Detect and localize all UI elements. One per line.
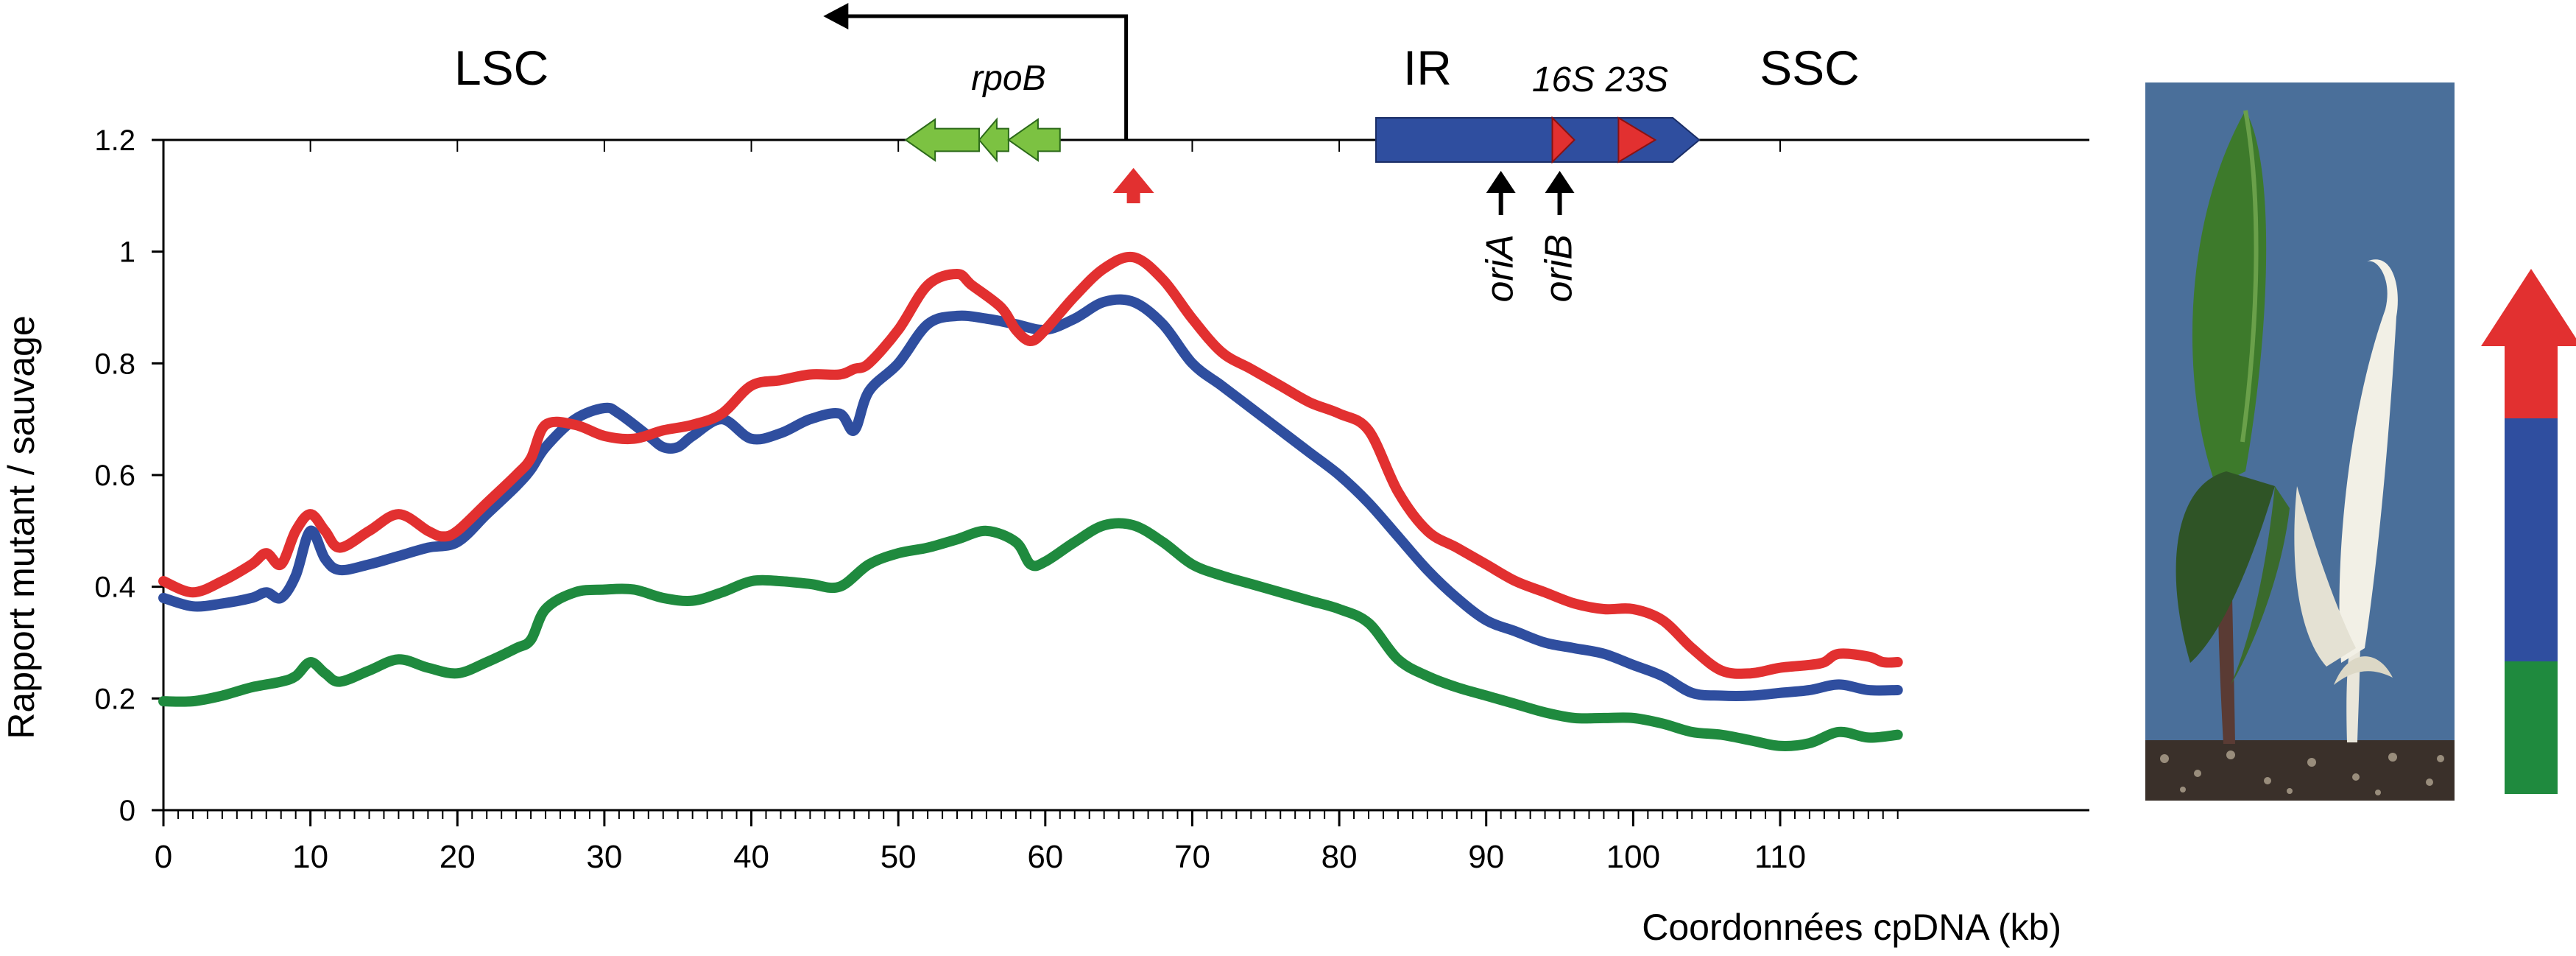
x-tick-label: 20 xyxy=(440,839,476,875)
rpob-gene-arrow xyxy=(978,117,1009,163)
promoter-arrow-line xyxy=(839,14,1129,140)
orib-arrow-head xyxy=(1545,171,1575,193)
region-label-ssc: SSC xyxy=(1760,41,1860,95)
soil-specks xyxy=(2160,751,2444,795)
legend-segment-green xyxy=(2505,661,2558,794)
y-tick-label: 1.2 xyxy=(94,124,135,157)
y-tick-label: 0 xyxy=(119,795,135,827)
x-tick-label: 70 xyxy=(1174,839,1210,875)
axes: 0 10 20 30 40 50 60 70 80 90 100 110 0 0.2 0.4 0.6 0.8 1 1… xyxy=(94,124,2089,875)
series-line-2 xyxy=(158,518,1903,751)
orib-label: oriB xyxy=(1538,234,1581,302)
wild-type-seedling xyxy=(2176,110,2290,744)
red-marker-arrow xyxy=(1112,168,1154,193)
y-tick-label: 1 xyxy=(119,236,135,269)
x-tick-label: 10 xyxy=(292,839,328,875)
photo-background xyxy=(2145,82,2455,801)
series-line-1 xyxy=(158,294,1903,702)
x-tick-label: 100 xyxy=(1606,839,1660,875)
x-tick-label: 110 xyxy=(1754,839,1806,875)
oria-label: oriA xyxy=(1479,234,1522,302)
x-tick-label: 50 xyxy=(881,839,917,875)
legend-segment-blue xyxy=(2505,418,2558,661)
series-layer xyxy=(158,251,1903,751)
x-tick-label: 40 xyxy=(733,839,769,875)
rrna-label: 16S xyxy=(1532,60,1595,99)
y-tick-label: 0.2 xyxy=(94,683,135,715)
legend-arrow-red xyxy=(2481,269,2576,346)
promoter-arrow-head xyxy=(823,3,849,29)
x-tick-label: 30 xyxy=(586,839,622,875)
legend-segment-red xyxy=(2505,345,2558,418)
rpob-gene-arrow xyxy=(1007,118,1061,162)
x-axis-title: Coordonnées cpDNA (kb) xyxy=(1642,907,2061,948)
y-tick-label: 0.6 xyxy=(94,460,135,492)
x-tick-label: 90 xyxy=(1468,839,1504,875)
mutant-seedling xyxy=(2294,259,2398,742)
y-tick-label: 0.4 xyxy=(94,572,135,604)
x-tick-label: 0 xyxy=(155,839,172,875)
series-line-0 xyxy=(158,251,1903,679)
rrna-gene-23s xyxy=(1617,116,1657,164)
rpob-label: rpoB xyxy=(971,59,1045,98)
region-label-lsc: LSC xyxy=(454,41,548,95)
red-marker-stem xyxy=(1126,191,1140,203)
x-tick-label: 80 xyxy=(1321,839,1358,875)
y-axis-title: Rapport mutant / sauvage xyxy=(1,315,42,739)
legend-bar xyxy=(2481,269,2576,794)
genome-map: LSC IR SSC rpoB 16S 23S oriA oriB xyxy=(163,3,2089,302)
plant-photo xyxy=(2145,82,2455,801)
rrna-label: 23S xyxy=(1605,60,1668,99)
rrna-gene-16s xyxy=(1551,116,1575,164)
rpob-gene-arrow xyxy=(904,118,980,162)
region-label-ir: IR xyxy=(1403,41,1452,95)
y-tick-label: 0.8 xyxy=(94,348,135,380)
x-tick-label: 60 xyxy=(1027,839,1063,875)
soil xyxy=(2145,740,2455,801)
oria-arrow-head xyxy=(1486,171,1516,193)
